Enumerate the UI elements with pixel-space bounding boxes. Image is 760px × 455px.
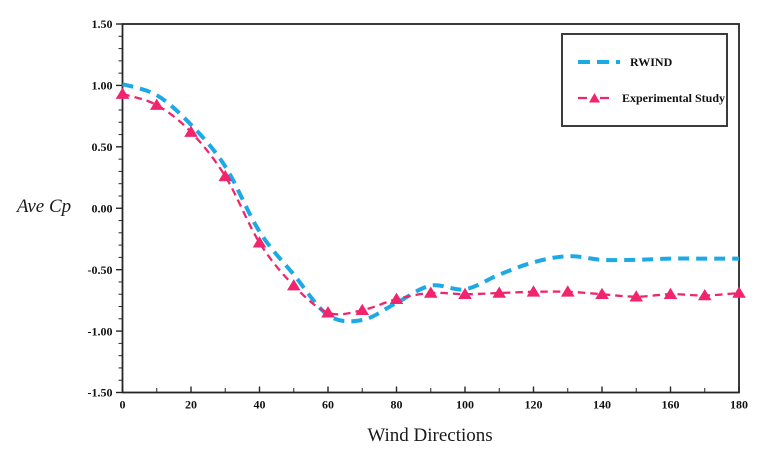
experimental-data-marker: [184, 125, 198, 137]
experimental-data-marker: [526, 285, 541, 297]
x-axis-tick-label: 120: [525, 398, 543, 412]
experimental-data-marker: [115, 87, 130, 99]
experimental-data-marker: [697, 288, 712, 301]
legend-item-experimental: Experimental Study: [576, 90, 726, 106]
experimental-line-sample-icon: [578, 93, 611, 103]
y-axis-tick-label: 0.00: [92, 201, 113, 215]
legend: RWIND Experimental Study: [561, 33, 728, 127]
experimental-data-marker: [286, 279, 301, 291]
experimental-data-marker: [149, 98, 164, 110]
experimental-data-marker: [423, 286, 438, 298]
experimental-data-marker: [321, 306, 335, 318]
experimental-curve: [122, 92, 740, 316]
rwind-curve: [121, 82, 739, 324]
experimental-data-marker: [218, 169, 233, 182]
x-axis-tick-label: 180: [730, 398, 748, 412]
y-axis-title: Ave Cp: [16, 196, 72, 217]
experimental-data-marker: [595, 287, 609, 300]
experimental-data-marker: [560, 285, 575, 297]
x-axis-tick-label: 40: [254, 398, 266, 412]
x-axis-tick-label: 80: [391, 398, 403, 412]
experimental-data-marker: [629, 290, 644, 302]
x-axis-tick-label: 100: [456, 398, 474, 412]
experimental-data-marker: [732, 286, 746, 298]
legend-label-experimental: Experimental Study: [622, 90, 726, 105]
y-axis-tick-label: -0.50: [88, 263, 113, 277]
x-axis-tick-label: 160: [662, 398, 680, 412]
x-axis-tick-label: 0: [120, 398, 126, 412]
x-axis-tick-label: 60: [322, 398, 334, 412]
y-axis-tick-label: 1.50: [92, 17, 113, 31]
x-axis-title: Wind Directions: [367, 425, 493, 446]
experimental-data-marker: [389, 292, 404, 304]
rwind-line-sample-icon: [578, 60, 622, 64]
experimental-data-marker: [252, 236, 267, 248]
experimental-data-marker: [492, 286, 507, 298]
y-axis-tick-label: -1.50: [88, 386, 113, 400]
y-axis-tick-label: -1.00: [88, 324, 113, 338]
legend-item-rwind: RWIND: [576, 55, 722, 70]
y-axis-tick-label: 0.50: [92, 140, 113, 154]
y-axis-tick-label: 1.00: [92, 79, 113, 93]
plot-frame: [121, 23, 740, 394]
x-axis-tick-label: 140: [593, 398, 611, 412]
x-axis-tick-label: 20: [185, 398, 197, 412]
experimental-data-marker: [458, 287, 472, 300]
legend-label-rwind: RWIND: [630, 54, 673, 69]
experimental-data-marker: [355, 303, 370, 316]
experimental-data-marker: [663, 287, 678, 300]
